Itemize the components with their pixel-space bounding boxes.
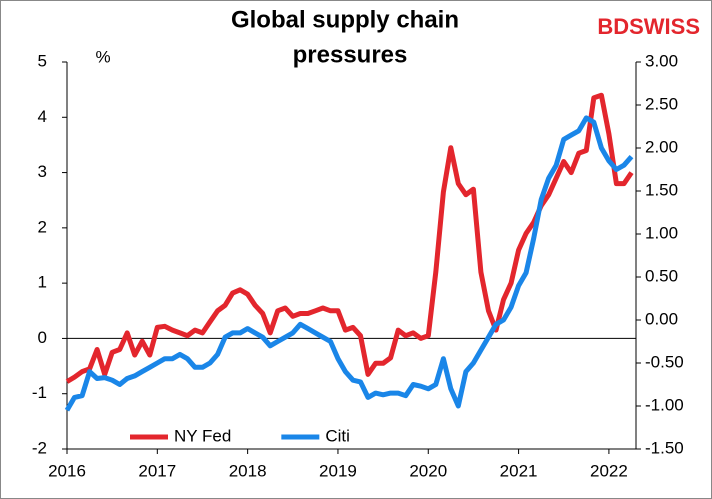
y2-tick-label: 2.00 xyxy=(645,137,678,156)
y-tick-label: -1 xyxy=(32,383,47,402)
y2-tick-label: 0.00 xyxy=(645,309,678,328)
y-tick-label: -2 xyxy=(32,438,47,457)
x-tick-label: 2018 xyxy=(229,461,267,480)
y-tick-label: 3 xyxy=(38,162,47,181)
chart-title: Global supply chain xyxy=(231,6,459,33)
y-tick-label: 1 xyxy=(38,273,47,292)
x-tick-label: 2017 xyxy=(138,461,176,480)
chart-title: pressures xyxy=(293,41,408,68)
y-axis-label: % xyxy=(95,47,110,66)
legend-label: NY Fed xyxy=(174,426,231,445)
x-tick-label: 2020 xyxy=(409,461,447,480)
x-tick-label: 2022 xyxy=(590,461,628,480)
y2-tick-label: 2.50 xyxy=(645,94,678,113)
y2-tick-label: 1.00 xyxy=(645,223,678,242)
y2-tick-label: -1.50 xyxy=(645,438,684,457)
brand-logo: BDSWISS xyxy=(597,14,700,39)
x-tick-label: 2016 xyxy=(48,461,86,480)
y2-tick-label: 3.00 xyxy=(645,51,678,70)
y2-tick-label: 1.50 xyxy=(645,180,678,199)
legend-label: Citi xyxy=(325,426,350,445)
y2-tick-label: -1.00 xyxy=(645,395,684,414)
y-tick-label: 2 xyxy=(38,217,47,236)
y-tick-label: 5 xyxy=(38,51,47,70)
data-line xyxy=(64,115,634,412)
y-tick-label: 0 xyxy=(38,328,47,347)
y-tick-label: 4 xyxy=(38,107,47,126)
x-tick-label: 2019 xyxy=(319,461,357,480)
y2-tick-label: -0.50 xyxy=(645,352,684,371)
x-tick-label: 2021 xyxy=(500,461,538,480)
y2-tick-label: 0.50 xyxy=(645,266,678,285)
